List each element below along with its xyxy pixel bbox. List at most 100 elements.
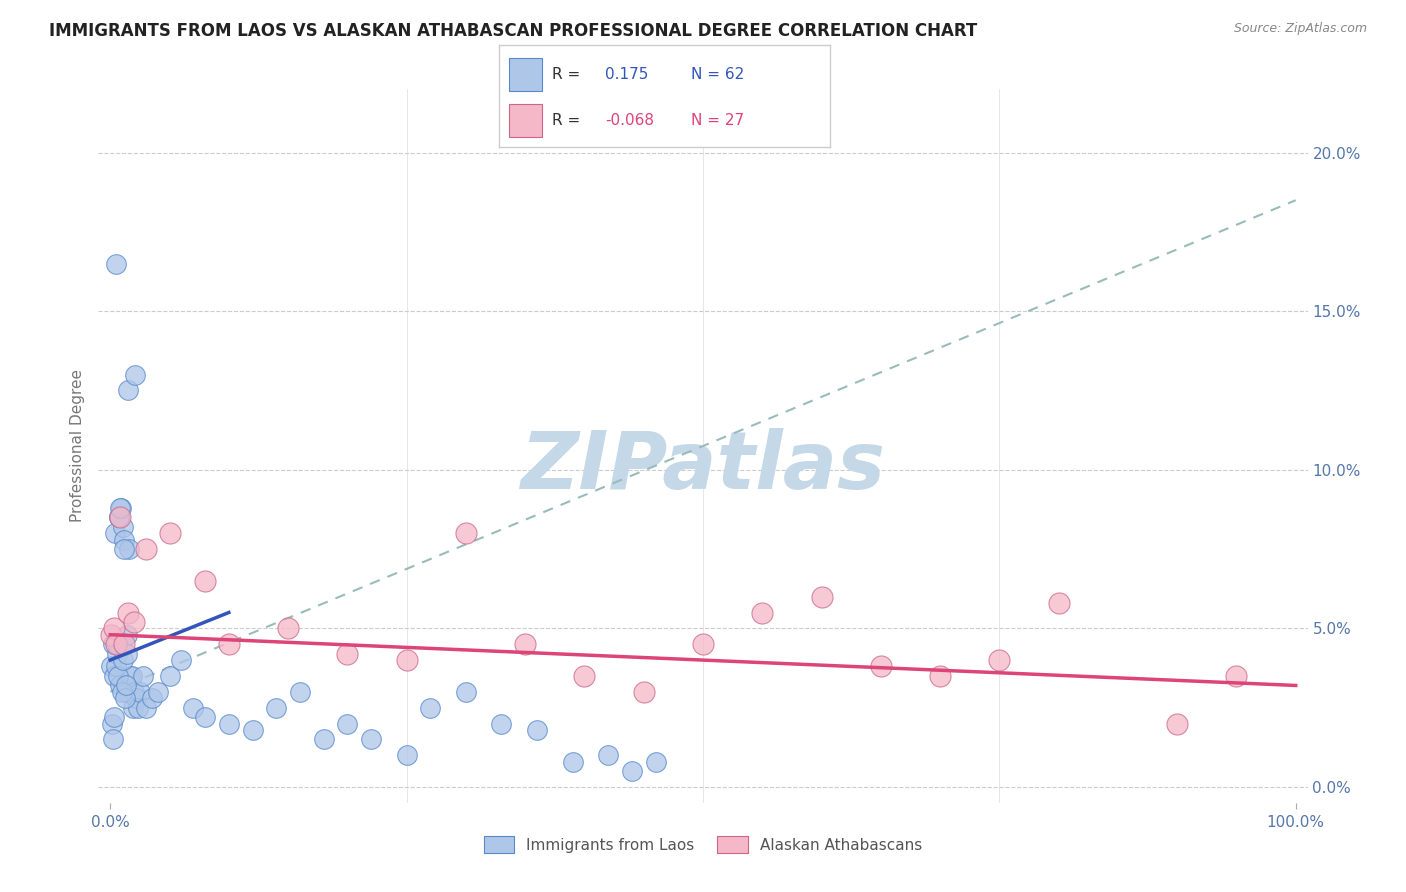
Point — [103, 732, 125, 747]
Point — [103, 621, 125, 635]
Y-axis label: Professional Degree: Professional Degree — [69, 369, 84, 523]
Point — [108, 678, 131, 692]
Point — [107, 669, 129, 683]
Point — [115, 678, 138, 692]
Point — [103, 710, 125, 724]
Point — [117, 606, 139, 620]
Point — [159, 526, 181, 541]
Point — [112, 520, 135, 534]
Point — [526, 723, 548, 737]
Point — [114, 691, 136, 706]
Point — [810, 590, 832, 604]
Point — [107, 510, 129, 524]
Point — [114, 533, 136, 547]
Point — [110, 500, 132, 515]
Point — [132, 669, 155, 683]
Point — [869, 659, 891, 673]
Point — [125, 691, 148, 706]
Point — [454, 526, 477, 541]
Point — [110, 500, 132, 515]
Text: ZIPatlas: ZIPatlas — [520, 428, 886, 507]
Point — [121, 700, 143, 714]
Legend: Immigrants from Laos, Alaskan Athabascans: Immigrants from Laos, Alaskan Athabascan… — [478, 830, 928, 859]
Point — [1225, 669, 1247, 683]
Point — [633, 685, 655, 699]
Text: -0.068: -0.068 — [605, 113, 654, 128]
Point — [360, 732, 382, 747]
Point — [419, 700, 441, 714]
Point — [114, 685, 136, 699]
Point — [620, 764, 643, 778]
Point — [159, 669, 181, 683]
Point — [264, 700, 287, 714]
Point — [242, 723, 264, 737]
Point — [129, 685, 152, 699]
Point — [121, 669, 143, 683]
Point — [288, 685, 311, 699]
Point — [117, 647, 139, 661]
Point — [454, 685, 477, 699]
Point — [751, 606, 773, 620]
Point — [114, 637, 136, 651]
Point — [115, 628, 138, 642]
Point — [118, 542, 141, 557]
Point — [277, 621, 299, 635]
Point — [100, 659, 122, 673]
Point — [395, 653, 418, 667]
Point — [929, 669, 952, 683]
Point — [101, 716, 124, 731]
Point — [120, 669, 142, 683]
Point — [692, 637, 714, 651]
Point — [170, 653, 193, 667]
Point — [1047, 596, 1070, 610]
Point — [105, 637, 128, 651]
Point — [105, 647, 128, 661]
Point — [101, 637, 124, 651]
Point — [100, 628, 122, 642]
Point — [108, 510, 131, 524]
Point — [127, 700, 149, 714]
Point — [336, 716, 359, 731]
Point — [124, 368, 146, 382]
Text: R =: R = — [553, 113, 581, 128]
Text: N = 62: N = 62 — [690, 67, 744, 82]
Point — [105, 257, 128, 271]
Point — [122, 615, 145, 629]
Point — [141, 691, 163, 706]
Text: N = 27: N = 27 — [690, 113, 744, 128]
Point — [135, 700, 157, 714]
Point — [104, 526, 127, 541]
Point — [108, 510, 131, 524]
Point — [336, 647, 359, 661]
Point — [104, 659, 127, 673]
Point — [312, 732, 335, 747]
Point — [194, 710, 217, 724]
Point — [135, 542, 157, 557]
Point — [491, 716, 513, 731]
Text: R =: R = — [553, 67, 581, 82]
Point — [122, 685, 145, 699]
Point — [598, 748, 620, 763]
Point — [181, 700, 204, 714]
Point — [515, 637, 537, 651]
Point — [110, 685, 132, 699]
Point — [644, 755, 666, 769]
Point — [111, 653, 134, 667]
Point — [988, 653, 1011, 667]
Point — [112, 542, 135, 557]
Point — [117, 384, 139, 398]
Point — [218, 716, 240, 731]
Point — [194, 574, 217, 588]
Text: 0.175: 0.175 — [605, 67, 648, 82]
Bar — [509, 58, 543, 91]
Point — [103, 669, 125, 683]
Text: Source: ZipAtlas.com: Source: ZipAtlas.com — [1233, 22, 1367, 36]
Point — [146, 685, 169, 699]
Point — [1166, 716, 1188, 731]
Text: IMMIGRANTS FROM LAOS VS ALASKAN ATHABASCAN PROFESSIONAL DEGREE CORRELATION CHART: IMMIGRANTS FROM LAOS VS ALASKAN ATHABASC… — [49, 22, 977, 40]
Point — [111, 637, 134, 651]
Point — [574, 669, 596, 683]
Point — [105, 637, 128, 651]
Point — [218, 637, 240, 651]
Point — [561, 755, 583, 769]
